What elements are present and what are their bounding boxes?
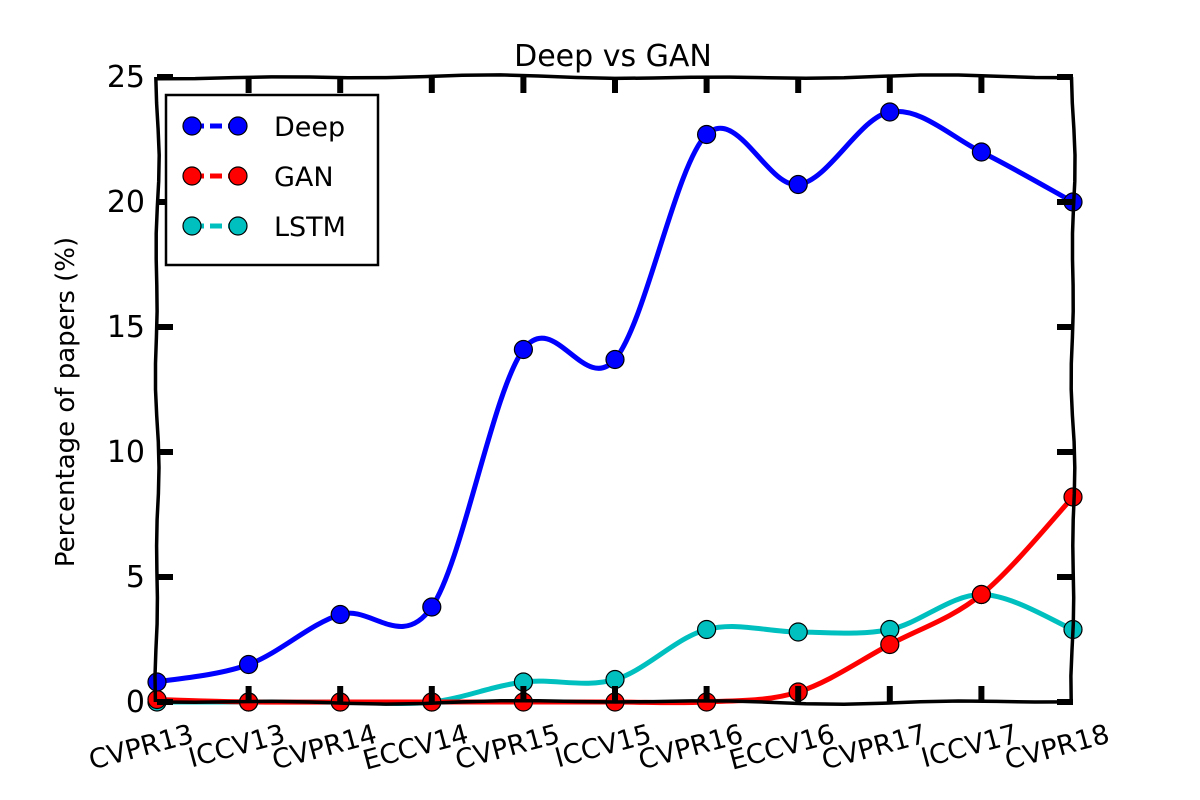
y-tick-label: 25 bbox=[107, 60, 145, 95]
deep-point-cvpr17 bbox=[880, 102, 900, 122]
legend-label: GAN bbox=[274, 162, 334, 193]
legend-item-lstm: LSTM bbox=[182, 212, 346, 243]
y-axis-label: Percentage of papers (%) bbox=[51, 237, 81, 567]
legend-box bbox=[164, 93, 380, 267]
y-tick-label: 5 bbox=[126, 560, 145, 595]
legend-marker bbox=[228, 166, 248, 186]
legend-marker bbox=[182, 116, 202, 136]
deep-point-cvpr15 bbox=[513, 339, 534, 360]
deep-point-iccv17 bbox=[971, 142, 992, 162]
legend-label: Deep bbox=[274, 112, 345, 143]
legend-marker bbox=[182, 216, 202, 236]
x-tick-label: CVPR18 bbox=[1002, 719, 1113, 777]
x-tick-label: CVPR13 bbox=[86, 719, 197, 777]
gan-point-cvpr17 bbox=[880, 634, 900, 655]
deep-point-cvpr14 bbox=[330, 604, 350, 625]
deep-point-eccv14 bbox=[422, 597, 442, 617]
lstm-point-cvpr16 bbox=[696, 619, 717, 640]
y-tick-label: 10 bbox=[107, 435, 145, 470]
y-tick-label: 0 bbox=[126, 685, 145, 720]
legend-marker bbox=[228, 116, 248, 136]
x-tick-label: CVPR15 bbox=[452, 719, 563, 777]
legend-item-deep: Deep bbox=[182, 112, 345, 143]
legend-marker bbox=[228, 216, 248, 236]
legend-marker bbox=[182, 166, 202, 186]
deep-point-eccv16 bbox=[788, 174, 808, 195]
y-tick-label: 20 bbox=[107, 185, 145, 220]
legend-item-gan: GAN bbox=[182, 162, 334, 193]
deep-point-cvpr16 bbox=[696, 124, 717, 145]
lstm-point-eccv16 bbox=[788, 622, 808, 642]
legend-label: LSTM bbox=[274, 212, 346, 243]
lstm-point-iccv15 bbox=[605, 669, 625, 690]
chart-title: Deep vs GAN bbox=[514, 39, 712, 74]
y-axis-ticks: 0 5 10 15 20 25 bbox=[107, 60, 1073, 720]
deep-point-cvpr13 bbox=[147, 672, 167, 692]
gan-point-iccv17 bbox=[971, 584, 992, 605]
series-deep bbox=[147, 102, 1083, 692]
y-tick-label: 15 bbox=[107, 310, 145, 345]
series-layer bbox=[147, 102, 1083, 712]
deep-point-iccv13 bbox=[239, 654, 259, 675]
legend: Deep GAN LSTM bbox=[164, 93, 380, 267]
deep-point-iccv15 bbox=[605, 349, 625, 370]
x-tick-label: CVPR17 bbox=[818, 719, 929, 777]
